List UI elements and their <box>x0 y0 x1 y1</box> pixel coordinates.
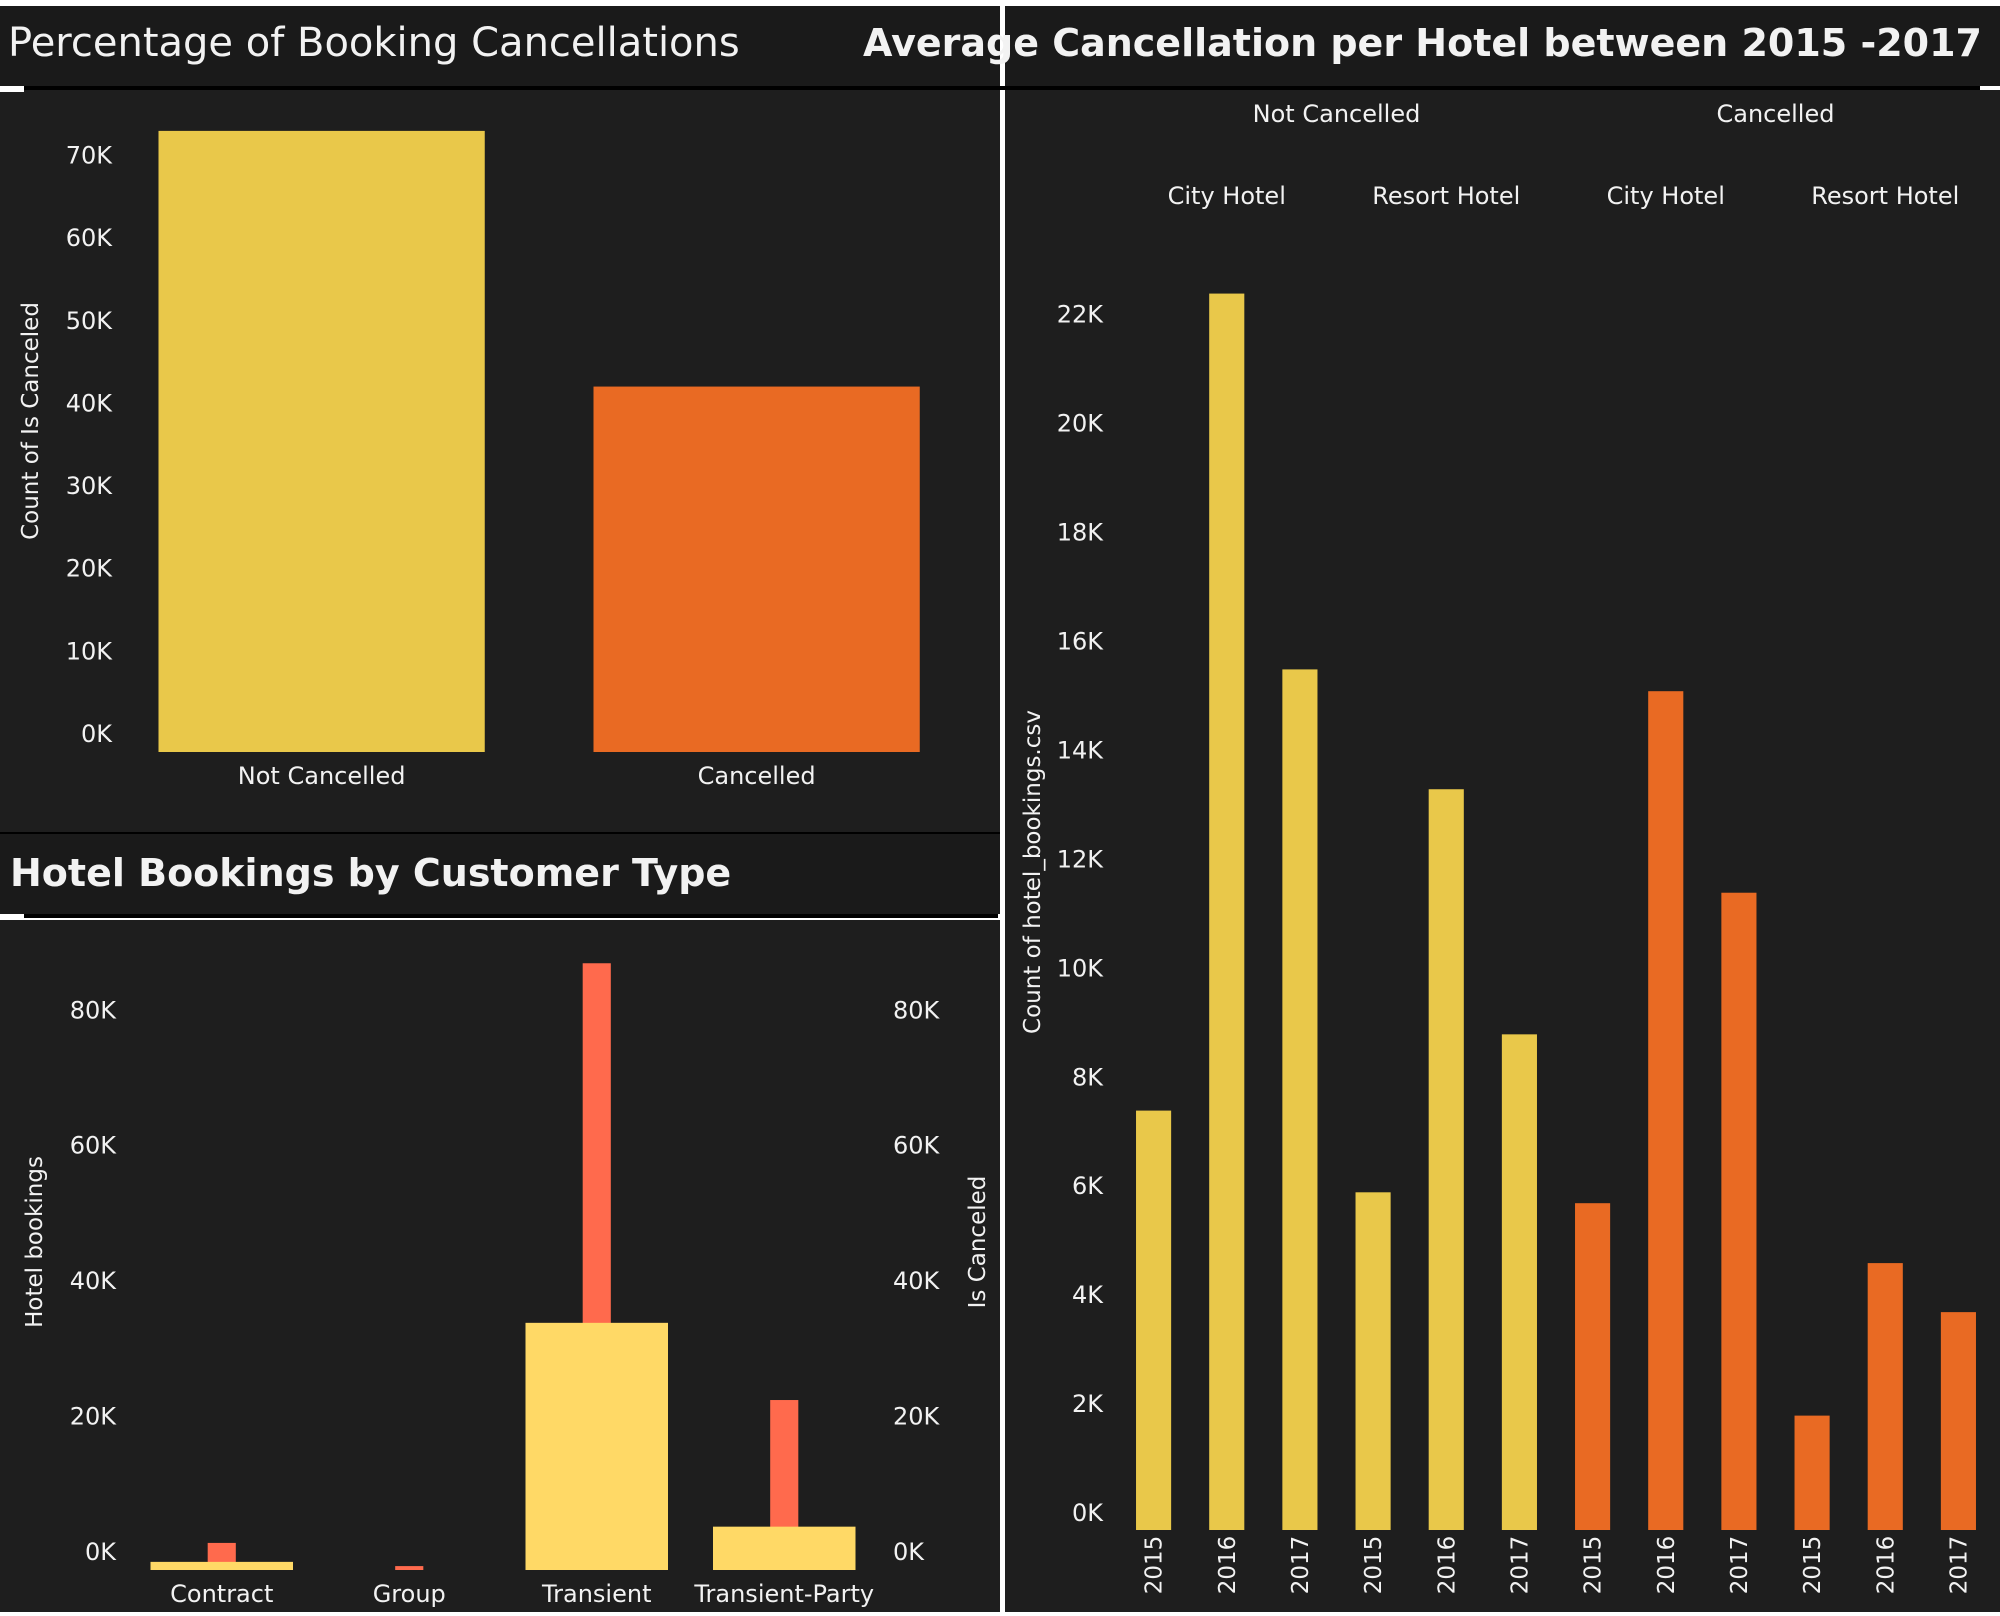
y-tick-label-right: 20K <box>893 1403 941 1431</box>
customer-type-title-bar <box>0 834 1000 914</box>
bar-2016 <box>1867 1263 1903 1530</box>
panel-divider <box>0 832 1000 834</box>
y-axis-label-right: Is Canceled <box>965 1176 991 1309</box>
title-separator <box>24 914 998 918</box>
bar-2016 <box>1648 691 1684 1530</box>
y-tick-label: 30K <box>66 472 114 500</box>
y-tick-label: 10K <box>66 637 114 665</box>
per-hotel-title-bar <box>1005 6 2000 86</box>
bar-hotel-bookings-transient <box>525 1322 668 1570</box>
bar-2017 <box>1501 1034 1537 1530</box>
title-separator <box>24 86 1994 90</box>
bar-2017 <box>1721 892 1757 1530</box>
x-tick-label: 2016 <box>1873 1536 1899 1595</box>
column-header-status: Cancelled <box>1717 100 1835 128</box>
column-header-hotel: Resort Hotel <box>1372 182 1520 210</box>
bar-not-cancelled <box>158 130 485 752</box>
y-tick-label: 22K <box>1057 301 1105 329</box>
column-header-hotel: City Hotel <box>1168 182 1286 210</box>
y-tick-label-left: 80K <box>70 996 118 1024</box>
x-tick-label: 2016 <box>1654 1536 1680 1595</box>
bar-2017 <box>1282 669 1318 1530</box>
bar-2015 <box>1575 1203 1611 1530</box>
column-header-hotel: Resort Hotel <box>1811 182 1959 210</box>
y-tick-label-left: 40K <box>70 1267 118 1295</box>
bar-2017 <box>1940 1312 1976 1530</box>
y-tick-label: 70K <box>66 142 114 170</box>
y-tick-label-right: 80K <box>893 996 941 1024</box>
per-hotel-title: Average Cancellation per Hotel between 2… <box>863 21 1982 65</box>
x-tick-label: 2015 <box>1581 1536 1607 1595</box>
bar-cancelled <box>593 386 920 752</box>
bar-2016 <box>1428 789 1464 1530</box>
y-tick-label: 14K <box>1057 736 1105 764</box>
y-tick-label: 6K <box>1072 1172 1104 1200</box>
y-tick-label: 4K <box>1072 1281 1104 1309</box>
bar-2015 <box>1794 1415 1830 1530</box>
x-tick-label: Not Cancelled <box>238 762 406 790</box>
x-tick-label: 2015 <box>1800 1536 1826 1595</box>
x-tick-label: 2015 <box>1142 1536 1168 1595</box>
x-tick-label: Transient <box>541 1580 651 1608</box>
y-axis-label: Count of Is Canceled <box>18 302 44 540</box>
title-separator <box>0 88 24 92</box>
bar-hotel-bookings-contract <box>150 1561 293 1570</box>
column-header-hotel: City Hotel <box>1607 182 1725 210</box>
x-tick-label: 2017 <box>1727 1536 1753 1595</box>
bar-2015 <box>1355 1192 1391 1530</box>
y-tick-label-right: 0K <box>893 1538 925 1566</box>
bar-2016 <box>1209 293 1245 1530</box>
y-tick-label-left: 0K <box>85 1538 117 1566</box>
cancellations-title: Percentage of Booking Cancellations <box>8 20 740 66</box>
customer-type-panel <box>0 920 1000 1612</box>
bar-2015 <box>1136 1110 1172 1530</box>
y-tick-label: 10K <box>1057 954 1105 982</box>
x-tick-label: Cancelled <box>698 762 816 790</box>
y-tick-label: 18K <box>1057 519 1105 547</box>
y-tick-label: 40K <box>66 389 114 417</box>
y-tick-label: 50K <box>66 307 114 335</box>
customer-type-chart: Contract Group Transient Transient-Party 0K 0… <box>22 963 991 1608</box>
y-tick-label-left: 20K <box>70 1403 118 1431</box>
y-tick-label: 8K <box>1072 1063 1104 1091</box>
y-tick-label-left: 60K <box>70 1132 118 1160</box>
y-axis-label-left: Hotel bookings <box>22 1156 48 1328</box>
customer-type-title: Hotel Bookings by Customer Type <box>10 851 731 895</box>
y-tick-label-right: 60K <box>893 1132 941 1160</box>
x-tick-label: Transient-Party <box>693 1580 874 1608</box>
bar-is-canceled-group <box>395 1566 424 1570</box>
title-separator <box>0 914 24 918</box>
y-tick-label: 2K <box>1072 1390 1104 1418</box>
y-tick-label: 16K <box>1057 628 1105 656</box>
x-tick-label: Group <box>373 1580 446 1608</box>
title-separator <box>1980 86 2000 90</box>
y-tick-label: 0K <box>1072 1499 1104 1527</box>
cancellations-chart: Not Cancelled Cancelled 0K 10K 20K 30K 40K 50K 6… <box>18 130 920 790</box>
x-tick-label: 2017 <box>1507 1536 1533 1595</box>
x-tick-label: 2017 <box>1288 1536 1314 1595</box>
bar-hotel-bookings-transient-party <box>713 1526 856 1570</box>
x-tick-label: 2017 <box>1946 1536 1972 1595</box>
per-hotel-chart: 2015 2016 2017 2015 2016 2017 2015 2016 2017 2015… <box>1020 100 1976 1594</box>
x-tick-label: Contract <box>170 1580 273 1608</box>
y-tick-label-right: 40K <box>893 1267 941 1295</box>
y-tick-label: 12K <box>1057 845 1105 873</box>
x-tick-label: 2015 <box>1361 1536 1387 1595</box>
x-tick-label: 2016 <box>1434 1536 1460 1595</box>
y-axis-label: Count of hotel_bookings.csv <box>1020 710 1046 1034</box>
column-header-status: Not Cancelled <box>1253 100 1421 128</box>
y-tick-label: 60K <box>66 224 114 252</box>
y-tick-label: 20K <box>1057 410 1105 438</box>
y-tick-label: 0K <box>81 720 113 748</box>
x-tick-label: 2016 <box>1215 1536 1241 1595</box>
cancellations-title-bar <box>0 6 1000 86</box>
y-tick-label: 20K <box>66 555 114 583</box>
